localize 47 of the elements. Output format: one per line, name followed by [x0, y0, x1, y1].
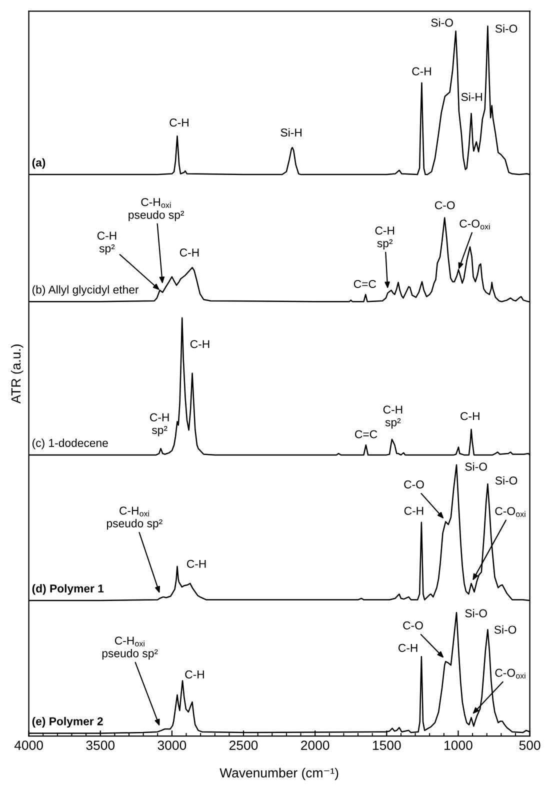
series-label: (d) Polymer 1	[32, 584, 104, 595]
annotation: C-H	[404, 506, 424, 515]
x-tick-label: 2500	[230, 740, 258, 750]
annotation: C=C	[355, 430, 378, 438]
x-tick-label: 3000	[158, 740, 186, 750]
annotation: Si-O	[465, 462, 487, 471]
annotation: Si-O	[495, 24, 518, 33]
annotation: C-O$_{oxi}$	[495, 507, 526, 517]
x-tick-label: 4000	[14, 740, 43, 750]
annotation: Si-O	[431, 18, 453, 27]
annotation: C-H	[398, 644, 418, 652]
annotation: C-H	[460, 412, 480, 420]
annotation: Si-H	[461, 92, 482, 101]
annotation: C-H sp²	[375, 226, 394, 250]
x-tick-label: 3500	[86, 740, 115, 750]
annotation: C-H	[186, 560, 206, 568]
legend-label: (b) Allyl glycidyl ether	[32, 285, 139, 296]
annotation: Si-O	[465, 608, 487, 618]
x-axis-title: Wavenumber (cm⁻¹)	[220, 768, 338, 780]
annotation: C-H$_{oxi}$ pseudo sp²	[102, 636, 158, 660]
annotation: C-H	[170, 118, 188, 127]
series-label: (a)	[32, 158, 46, 169]
y-axis-title: ATR (a.u.)	[10, 344, 24, 404]
annotation: C-O	[434, 201, 455, 210]
annotation: C-H	[185, 670, 204, 678]
annotation: C-H	[190, 340, 210, 348]
series-label: (e) Polymer 2	[32, 716, 103, 728]
x-tick-label: 2000	[301, 740, 330, 750]
x-tick-label: 1000	[444, 740, 472, 750]
annotation: C-H$_{oxi}$ pseudo sp²	[128, 198, 184, 222]
annotation: C=C	[354, 280, 376, 288]
annotation: C-H	[412, 67, 431, 76]
annotation: C-O$_{oxi}$	[495, 668, 526, 679]
annotation: Si-O	[495, 476, 518, 485]
annotation: C-O	[403, 621, 423, 630]
x-tick-label: 500	[519, 740, 540, 750]
annotation: Si-O	[494, 625, 516, 634]
annotation: C-H sp²	[150, 413, 169, 436]
annotation: Si-H	[280, 128, 302, 137]
x-tick-label: 1500	[372, 740, 401, 750]
annotation: C-H	[180, 248, 199, 257]
annotation: C-O$_{oxi}$	[460, 220, 490, 230]
series-label: (c) 1-dodecene	[32, 438, 108, 450]
annotation: C-H$_{oxi}$ pseudo sp²	[106, 506, 162, 530]
annotation: C-O	[404, 480, 424, 488]
annotation: C-H sp²	[383, 406, 402, 429]
annotation: C-H sp²	[97, 232, 116, 255]
